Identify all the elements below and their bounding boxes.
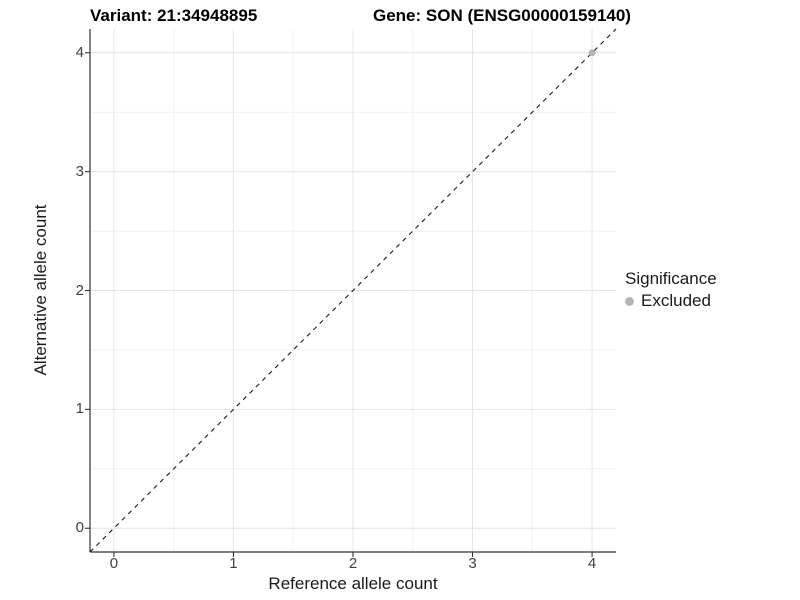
y-tick-label: 4: [75, 43, 84, 61]
x-tick-label: 1: [229, 555, 238, 572]
legend-item-label: Excluded: [641, 291, 711, 310]
y-tick-label: 2: [75, 281, 84, 299]
x-tick-label: 2: [348, 555, 358, 572]
x-tick-label: 3: [468, 555, 477, 572]
y-axis-title: Alternative allele count: [31, 204, 50, 376]
data-point: [588, 49, 596, 57]
x-tick-label: 0: [109, 555, 119, 572]
y-tick-label: 1: [75, 400, 84, 418]
variant-title: Variant: 21:34948895: [90, 6, 258, 25]
gene-title: Gene: SON (ENSG00000159140): [373, 6, 631, 25]
y-tick-label: 3: [75, 162, 84, 180]
y-tick-label: 0: [75, 519, 84, 537]
x-axis-title: Reference allele count: [268, 574, 438, 593]
legend-item-excluded: Excluded: [625, 291, 717, 311]
point-swatch-icon: [625, 296, 634, 306]
x-tick-label: 4: [587, 555, 597, 572]
legend-title: Significance: [625, 269, 717, 288]
legend: Significance Excluded: [625, 268, 717, 311]
identity-reference-line: [89, 28, 617, 553]
